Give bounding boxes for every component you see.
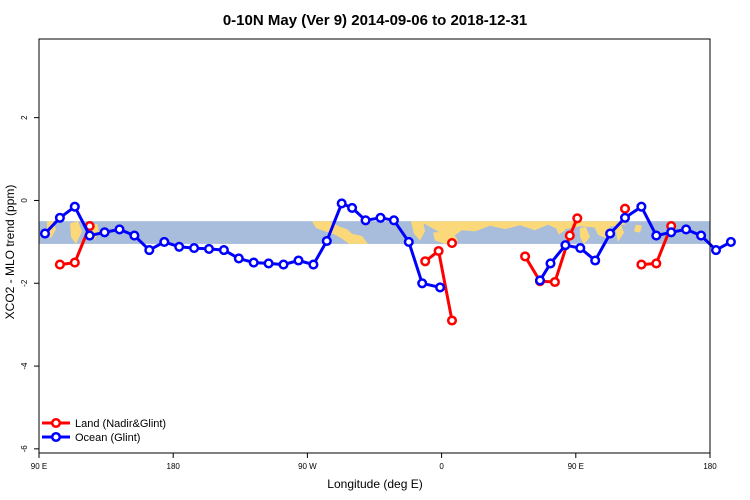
- data-point: [144, 245, 155, 256]
- land-patch: [580, 226, 590, 244]
- data-point: [666, 227, 677, 238]
- data-point: [564, 230, 575, 241]
- data-point: [417, 278, 428, 289]
- data-point: [308, 259, 319, 270]
- data-point: [69, 201, 80, 212]
- data-point: [159, 236, 170, 247]
- data-point: [233, 253, 244, 264]
- legend-marker: [50, 417, 62, 429]
- legend-item: Land (Nadir&Glint): [42, 417, 166, 430]
- data-point: [560, 240, 571, 251]
- data-point: [84, 230, 95, 241]
- data-point: [619, 203, 631, 214]
- series-layer: [39, 198, 736, 326]
- data-point: [549, 276, 560, 288]
- data-point: [435, 282, 446, 293]
- x-tick-label: 90 E: [568, 462, 584, 471]
- land-patch: [411, 221, 425, 241]
- legend-marker: [50, 431, 62, 443]
- data-point: [420, 256, 431, 267]
- y-tick-label: 0: [20, 198, 29, 203]
- data-point: [636, 259, 647, 270]
- x-tick-label: 180: [167, 462, 181, 471]
- data-point: [619, 212, 631, 223]
- y-axis-label: XCO2 - MLO trend (ppm): [3, 185, 17, 320]
- y-tick-label: -4: [20, 362, 29, 370]
- data-point: [375, 212, 386, 223]
- data-point: [263, 258, 274, 269]
- land-patch: [312, 221, 368, 244]
- x-tick-label: 180: [703, 462, 717, 471]
- x-tick-label: 0: [439, 462, 444, 471]
- data-point: [534, 275, 546, 286]
- series-ocean: [39, 198, 736, 293]
- data-point: [710, 245, 722, 256]
- data-point: [403, 236, 414, 247]
- data-point: [696, 230, 707, 241]
- data-point: [99, 227, 110, 238]
- data-point: [651, 258, 662, 269]
- data-point: [336, 198, 347, 209]
- data-point: [54, 259, 65, 270]
- data-point: [545, 258, 556, 269]
- data-point: [218, 245, 229, 256]
- data-point: [69, 257, 80, 268]
- data-point: [347, 202, 358, 213]
- data-point: [575, 243, 586, 254]
- land-patch: [70, 221, 82, 244]
- data-point: [39, 228, 51, 239]
- data-point: [572, 213, 583, 224]
- data-point: [446, 315, 458, 326]
- data-point: [605, 228, 616, 239]
- legend: Land (Nadir&Glint) Ocean (Glint): [42, 417, 166, 444]
- data-point: [725, 236, 736, 247]
- data-point: [636, 201, 647, 212]
- land-patch: [634, 224, 642, 233]
- data-point: [189, 243, 200, 254]
- data-point: [174, 241, 185, 252]
- chart-title: 0-10N May (Ver 9) 2014-09-06 to 2018-12-…: [223, 12, 527, 29]
- series-line: [43, 201, 441, 289]
- data-point: [681, 224, 692, 235]
- x-tick-label: 90 W: [298, 462, 317, 471]
- axes: 90 E 180 90 W 0 90 E 180 -6 -4 -2 0 2: [20, 115, 717, 471]
- data-point: [433, 245, 444, 257]
- y-tick-label: -6: [20, 445, 29, 453]
- x-tick-label: 90 E: [31, 462, 47, 471]
- data-point: [114, 224, 125, 235]
- data-point: [129, 230, 140, 241]
- legend-item: Ocean (Glint): [42, 431, 140, 444]
- data-point: [590, 255, 601, 266]
- y-tick-label: 2: [20, 115, 29, 120]
- legend-label: Ocean (Glint): [75, 432, 140, 444]
- data-point: [203, 243, 215, 254]
- data-point: [446, 238, 458, 249]
- data-point: [321, 235, 332, 247]
- legend-label: Land (Nadir&Glint): [75, 418, 166, 430]
- data-point: [360, 215, 371, 226]
- data-point: [278, 259, 289, 270]
- x-axis-label: Longitude (deg E): [327, 477, 422, 491]
- y-tick-label: -2: [20, 279, 29, 287]
- plot-frame: [38, 38, 711, 454]
- data-point: [293, 255, 304, 266]
- data-point: [651, 230, 662, 241]
- land-patch: [556, 221, 565, 235]
- data-point: [54, 212, 65, 223]
- data-point: [248, 257, 259, 268]
- data-point: [520, 251, 531, 262]
- data-point: [388, 215, 399, 226]
